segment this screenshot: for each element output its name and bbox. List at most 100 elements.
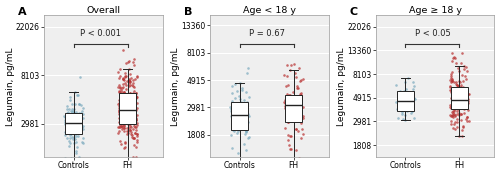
Point [132, 128, 140, 131]
Point [75, 156, 83, 159]
Point [238, 86, 246, 89]
Point [464, 104, 471, 107]
Point [464, 102, 471, 105]
Point [285, 103, 293, 106]
Point [70, 116, 78, 118]
Point [132, 113, 140, 116]
Point [120, 77, 128, 80]
Point [122, 110, 130, 113]
Point [284, 83, 292, 86]
Point [120, 77, 128, 79]
Point [462, 117, 470, 120]
Point [68, 136, 76, 139]
Point [132, 124, 140, 127]
Point [458, 94, 466, 96]
Point [447, 122, 455, 125]
Point [459, 125, 467, 128]
Point [124, 93, 132, 95]
Text: P = 0.67: P = 0.67 [248, 29, 284, 38]
Point [67, 157, 75, 160]
Point [227, 133, 235, 136]
Point [462, 115, 470, 118]
Point [123, 130, 131, 132]
Point [66, 145, 74, 148]
Point [464, 97, 472, 100]
Point [462, 97, 470, 100]
Point [72, 111, 80, 114]
Point [74, 132, 82, 135]
Point [119, 106, 127, 109]
Point [132, 92, 140, 95]
Point [453, 95, 461, 98]
Point [227, 114, 235, 117]
Point [230, 129, 238, 132]
Point [458, 135, 466, 137]
Point [283, 64, 291, 67]
Point [452, 121, 460, 123]
Point [120, 129, 128, 132]
Point [122, 112, 130, 115]
Point [460, 65, 468, 68]
Point [118, 114, 126, 117]
Point [68, 131, 76, 134]
Point [128, 110, 136, 113]
Point [290, 116, 298, 118]
Point [231, 83, 239, 86]
Point [450, 87, 458, 90]
Point [296, 106, 304, 109]
Point [78, 103, 86, 106]
Point [66, 142, 74, 144]
Point [64, 116, 72, 119]
Point [132, 108, 140, 111]
Point [450, 108, 458, 111]
Point [115, 110, 123, 113]
Point [462, 94, 470, 97]
Point [119, 116, 127, 119]
Point [449, 56, 457, 59]
Point [115, 108, 123, 111]
Point [125, 79, 133, 82]
Point [292, 127, 300, 130]
Point [120, 112, 128, 115]
Point [292, 98, 300, 101]
Point [285, 93, 293, 96]
Point [228, 112, 236, 115]
Point [122, 92, 130, 95]
Point [450, 100, 458, 103]
Point [122, 109, 130, 112]
Point [453, 106, 461, 108]
Point [226, 106, 234, 108]
Point [292, 175, 300, 176]
Point [448, 78, 456, 81]
Point [69, 118, 77, 121]
Point [118, 100, 126, 103]
Point [79, 117, 87, 120]
Point [452, 128, 460, 130]
Point [124, 98, 132, 101]
Point [131, 115, 139, 118]
Point [462, 74, 469, 77]
Point [242, 114, 250, 117]
PathPatch shape [119, 93, 136, 124]
Point [124, 129, 132, 132]
Point [294, 102, 302, 105]
Point [298, 127, 306, 130]
Point [394, 117, 402, 120]
Point [458, 95, 466, 98]
Point [67, 123, 75, 125]
Point [298, 133, 306, 136]
Point [450, 81, 458, 84]
Point [130, 103, 138, 106]
Point [74, 122, 82, 124]
Point [456, 111, 464, 114]
Point [450, 90, 458, 93]
Point [117, 98, 125, 100]
Point [292, 102, 300, 105]
Point [231, 172, 239, 175]
Point [237, 112, 245, 115]
Point [451, 101, 459, 103]
Point [73, 121, 81, 124]
Point [130, 64, 138, 67]
Point [61, 157, 69, 160]
Point [129, 78, 137, 81]
